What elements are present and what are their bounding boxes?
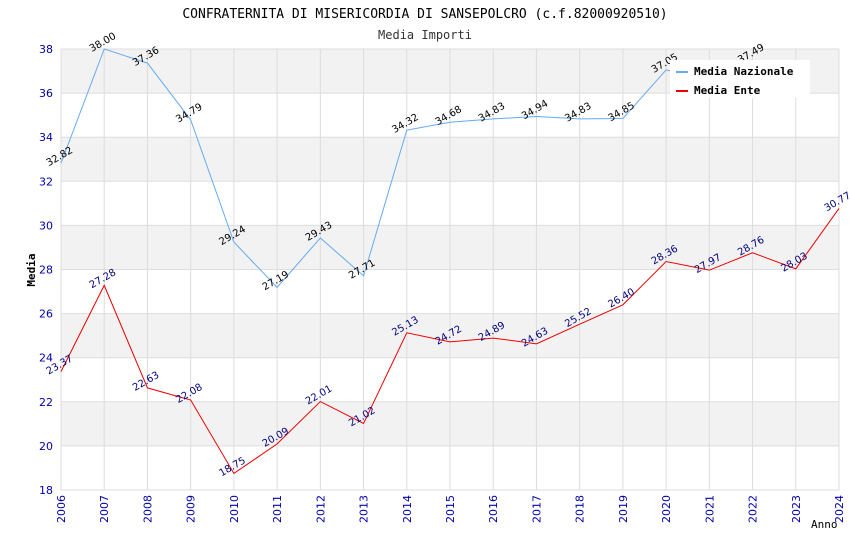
y-tick-label: 18: [39, 484, 53, 497]
x-tick-label: 2023: [790, 495, 803, 523]
x-tick-label: 2015: [444, 495, 457, 523]
x-tick-label: 2012: [314, 495, 327, 523]
series-line-1: [60, 208, 840, 475]
legend-label-nazionale: Media Nazionale: [694, 65, 794, 78]
x-tick-label: 2017: [530, 495, 543, 523]
x-tick-label: 2006: [55, 495, 68, 523]
y-tick-label: 32: [39, 175, 53, 188]
x-tick-label: 2009: [185, 495, 198, 523]
x-tick-label: 2024: [833, 495, 846, 523]
grid-lines: [60, 48, 840, 491]
x-tick-label: 2007: [98, 495, 111, 523]
x-tick-label: 2022: [747, 495, 760, 523]
x-tick-label: 2020: [660, 495, 673, 523]
x-axis-ticks: 2006 2007 2008 2009 2010 2011 2012 2013 2014 2015…: [55, 495, 846, 523]
legend: Media Nazionale Media Ente: [670, 60, 810, 98]
x-tick-label: 2014: [401, 495, 414, 523]
y-tick-label: 30: [39, 219, 53, 232]
x-axis-label: Anno: [811, 518, 838, 531]
x-tick-label: 2008: [141, 495, 154, 523]
x-tick-label: 2019: [617, 495, 630, 523]
x-tick-label: 2013: [358, 495, 371, 523]
y-axis-label: Media: [25, 253, 38, 286]
y-tick-label: 38: [39, 43, 53, 56]
x-tick-label: 2010: [228, 495, 241, 523]
series-line-0: [60, 48, 753, 289]
y-tick-label: 26: [39, 308, 53, 321]
x-tick-label: 2011: [271, 495, 284, 523]
y-tick-label: 34: [39, 131, 53, 144]
y-tick-label: 22: [39, 396, 53, 409]
y-tick-label: 36: [39, 87, 53, 100]
legend-box: [670, 60, 810, 98]
y-axis-ticks: 18 20 22 24 26 28 30 32 34 36 38: [39, 43, 53, 497]
x-tick-label: 2016: [487, 495, 500, 523]
x-tick-label: 2021: [703, 495, 716, 523]
chart-title: CONFRATERNITA DI MISERICORDIA DI SANSEPO…: [182, 7, 667, 22]
x-tick-label: 2018: [574, 495, 587, 523]
y-tick-label: 28: [39, 264, 53, 277]
legend-label-ente: Media Ente: [694, 84, 761, 97]
series-lines: [60, 48, 840, 475]
y-tick-label: 20: [39, 440, 53, 453]
y-tick-label: 24: [39, 352, 53, 365]
chart-subtitle: Media Importi: [378, 28, 472, 42]
